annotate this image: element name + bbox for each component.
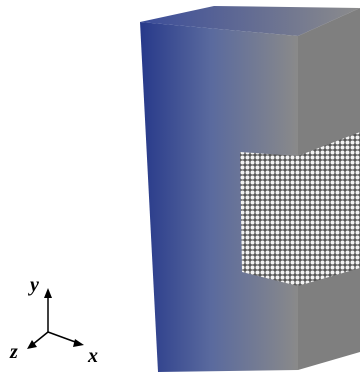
y-arrowhead	[44, 288, 52, 298]
y-axis-label: y	[28, 274, 39, 296]
render-view: y z x	[0, 0, 360, 381]
mesh-side	[298, 132, 360, 286]
z-axis-label: z	[9, 341, 18, 363]
x-arrowhead	[73, 339, 84, 347]
x-axis-label: x	[87, 345, 98, 367]
z-axis-arrow	[32, 332, 48, 345]
mesh-front	[240, 152, 298, 286]
axis-triad	[27, 288, 84, 349]
box	[140, 6, 360, 372]
x-axis-arrow	[48, 332, 78, 343]
